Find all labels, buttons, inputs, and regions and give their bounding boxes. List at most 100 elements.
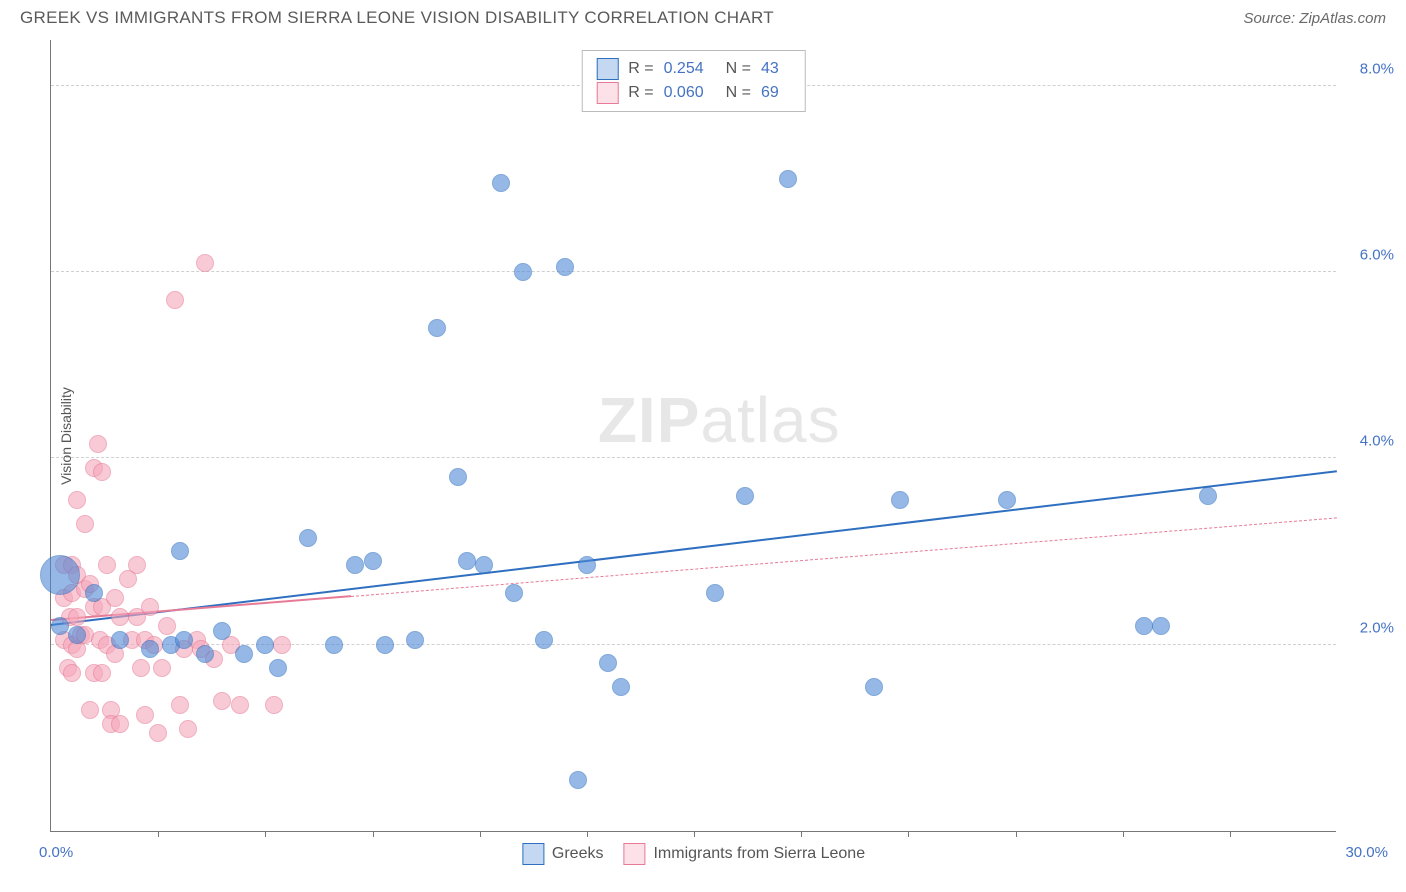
- x-tick: [801, 831, 802, 837]
- x-tick: [1230, 831, 1231, 837]
- y-tick-label: 2.0%: [1360, 619, 1394, 636]
- legend-swatch: [623, 843, 645, 865]
- y-tick-label: 4.0%: [1360, 433, 1394, 450]
- r-label: R =: [628, 60, 653, 78]
- y-axis-title: Vision Disability: [58, 387, 74, 485]
- data-point: [76, 515, 94, 533]
- legend-item: Greeks: [522, 843, 604, 865]
- legend-label: Greeks: [552, 845, 604, 863]
- data-point: [136, 706, 154, 724]
- data-point: [364, 552, 382, 570]
- data-point: [106, 589, 124, 607]
- data-point: [569, 771, 587, 789]
- data-point: [128, 556, 146, 574]
- data-point: [269, 659, 287, 677]
- stats-legend: R =0.254N =43R =0.060N =69: [581, 50, 806, 112]
- data-point: [68, 626, 86, 644]
- data-point: [265, 696, 283, 714]
- n-label: N =: [726, 60, 751, 78]
- legend-swatch: [596, 82, 618, 104]
- data-point: [149, 724, 167, 742]
- data-point: [865, 678, 883, 696]
- data-point: [256, 636, 274, 654]
- data-point: [612, 678, 630, 696]
- n-value: 69: [761, 84, 779, 102]
- r-value: 0.254: [664, 60, 704, 78]
- data-point: [449, 468, 467, 486]
- data-point: [111, 715, 129, 733]
- x-tick: [265, 831, 266, 837]
- x-tick: [480, 831, 481, 837]
- data-point: [81, 701, 99, 719]
- data-point: [196, 645, 214, 663]
- data-point: [556, 258, 574, 276]
- data-point: [346, 556, 364, 574]
- data-point: [68, 608, 86, 626]
- data-point: [196, 254, 214, 272]
- legend-item: Immigrants from Sierra Leone: [623, 843, 865, 865]
- data-point: [89, 435, 107, 453]
- data-point: [141, 598, 159, 616]
- data-point: [492, 174, 510, 192]
- chart-plot-area: Vision Disability 0.0% 30.0% ZIPatlas R …: [50, 40, 1336, 832]
- data-point: [51, 617, 69, 635]
- data-point: [779, 170, 797, 188]
- data-point: [1152, 617, 1170, 635]
- x-tick: [1016, 831, 1017, 837]
- data-point: [891, 491, 909, 509]
- data-point: [578, 556, 596, 574]
- data-point: [111, 608, 129, 626]
- data-point: [213, 692, 231, 710]
- data-point: [166, 291, 184, 309]
- n-value: 43: [761, 60, 779, 78]
- y-tick-label: 6.0%: [1360, 246, 1394, 263]
- data-point: [325, 636, 343, 654]
- data-point: [171, 696, 189, 714]
- stats-legend-row: R =0.060N =69: [596, 81, 791, 105]
- x-tick: [694, 831, 695, 837]
- chart-title: GREEK VS IMMIGRANTS FROM SIERRA LEONE VI…: [20, 8, 774, 28]
- watermark: ZIPatlas: [598, 383, 841, 457]
- data-point: [1135, 617, 1153, 635]
- data-point: [93, 664, 111, 682]
- data-point: [85, 584, 103, 602]
- data-point: [475, 556, 493, 574]
- data-point: [599, 654, 617, 672]
- data-point: [458, 552, 476, 570]
- x-tick: [1123, 831, 1124, 837]
- x-axis-max-label: 30.0%: [1345, 844, 1388, 861]
- data-point: [505, 584, 523, 602]
- gridline: [51, 457, 1336, 458]
- data-point: [153, 659, 171, 677]
- legend-swatch: [522, 843, 544, 865]
- data-point: [1199, 487, 1217, 505]
- data-point: [706, 584, 724, 602]
- data-point: [68, 491, 86, 509]
- data-point: [299, 529, 317, 547]
- legend-swatch: [596, 58, 618, 80]
- data-point: [93, 463, 111, 481]
- data-point: [535, 631, 553, 649]
- x-axis-min-label: 0.0%: [39, 844, 73, 861]
- n-label: N =: [726, 84, 751, 102]
- data-point: [231, 696, 249, 714]
- x-tick: [158, 831, 159, 837]
- data-point: [376, 636, 394, 654]
- data-point: [132, 659, 150, 677]
- data-point: [175, 631, 193, 649]
- data-point: [428, 319, 446, 337]
- x-tick: [587, 831, 588, 837]
- series-legend: Greeks Immigrants from Sierra Leone: [522, 843, 865, 865]
- data-point: [514, 263, 532, 281]
- data-point: [998, 491, 1016, 509]
- data-point: [98, 556, 116, 574]
- data-point: [736, 487, 754, 505]
- x-tick: [908, 831, 909, 837]
- data-point: [141, 640, 159, 658]
- data-point: [406, 631, 424, 649]
- r-value: 0.060: [664, 84, 704, 102]
- data-point: [273, 636, 291, 654]
- data-point: [111, 631, 129, 649]
- data-point: [63, 664, 81, 682]
- y-tick-label: 8.0%: [1360, 60, 1394, 77]
